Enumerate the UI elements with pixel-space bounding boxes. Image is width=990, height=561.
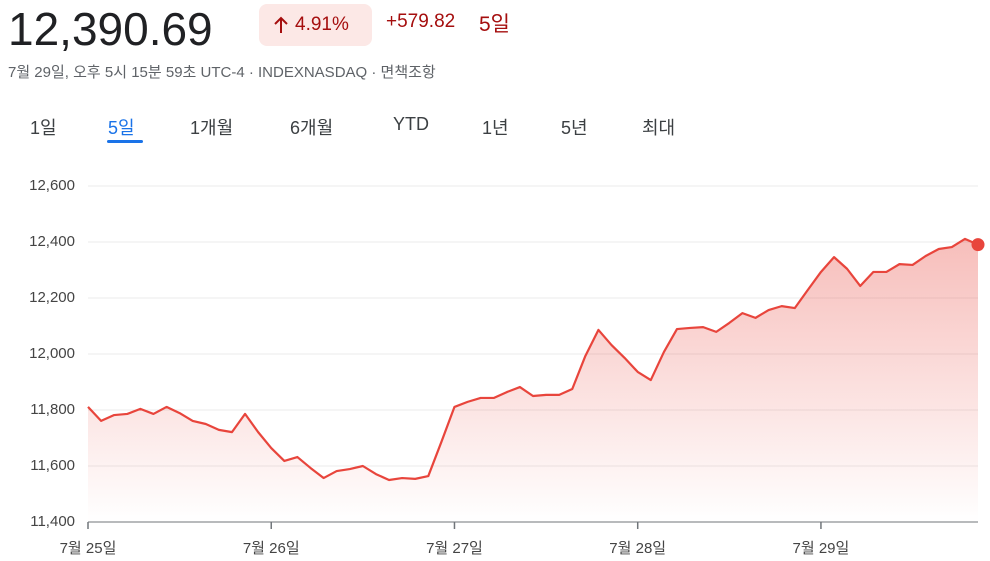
x-tick-label: 7월 26일 [243,540,300,557]
tab[interactable]: YTD [393,114,429,134]
y-tick-label: 11,800 [30,401,75,418]
price-line [87,237,979,482]
y-tick-label: 12,400 [29,233,75,250]
tab[interactable]: 5일 [108,118,135,138]
tab[interactable]: 6개월 [290,118,334,138]
last-point [971,238,985,252]
active-underline [107,140,143,143]
up-arrow [274,16,288,33]
x-tick-label: 7월 28일 [609,540,666,557]
price: 12,390.69 [8,3,213,55]
x-tick-label: 7월 25일 [60,540,117,557]
y-tick-label: 11,400 [30,513,75,530]
y-tick-label: 11,600 [30,457,75,474]
tab[interactable]: 1개월 [190,118,234,138]
change-badge: 4.91% [259,4,372,46]
x-tick-label: 7월 29일 [793,540,850,557]
area-fill [88,238,978,523]
change-percent: 4.91% [295,14,349,35]
x-tick-label: 7월 27일 [426,540,483,557]
period: 5일 [479,13,510,36]
y-tick-label: 12,000 [29,345,75,362]
tab[interactable]: 1년 [482,118,509,138]
change: +579.82 [386,11,456,32]
y-tick-label: 12,200 [29,289,75,306]
tab[interactable]: 최대 [642,118,676,138]
tab[interactable]: 5년 [561,118,588,138]
y-tick-label: 12,600 [29,177,75,194]
tab[interactable]: 1일 [30,118,57,138]
subtitle: 7월 29일, 오후 5시 15분 59초 UTC-4 · INDEXNASDA… [8,64,436,81]
